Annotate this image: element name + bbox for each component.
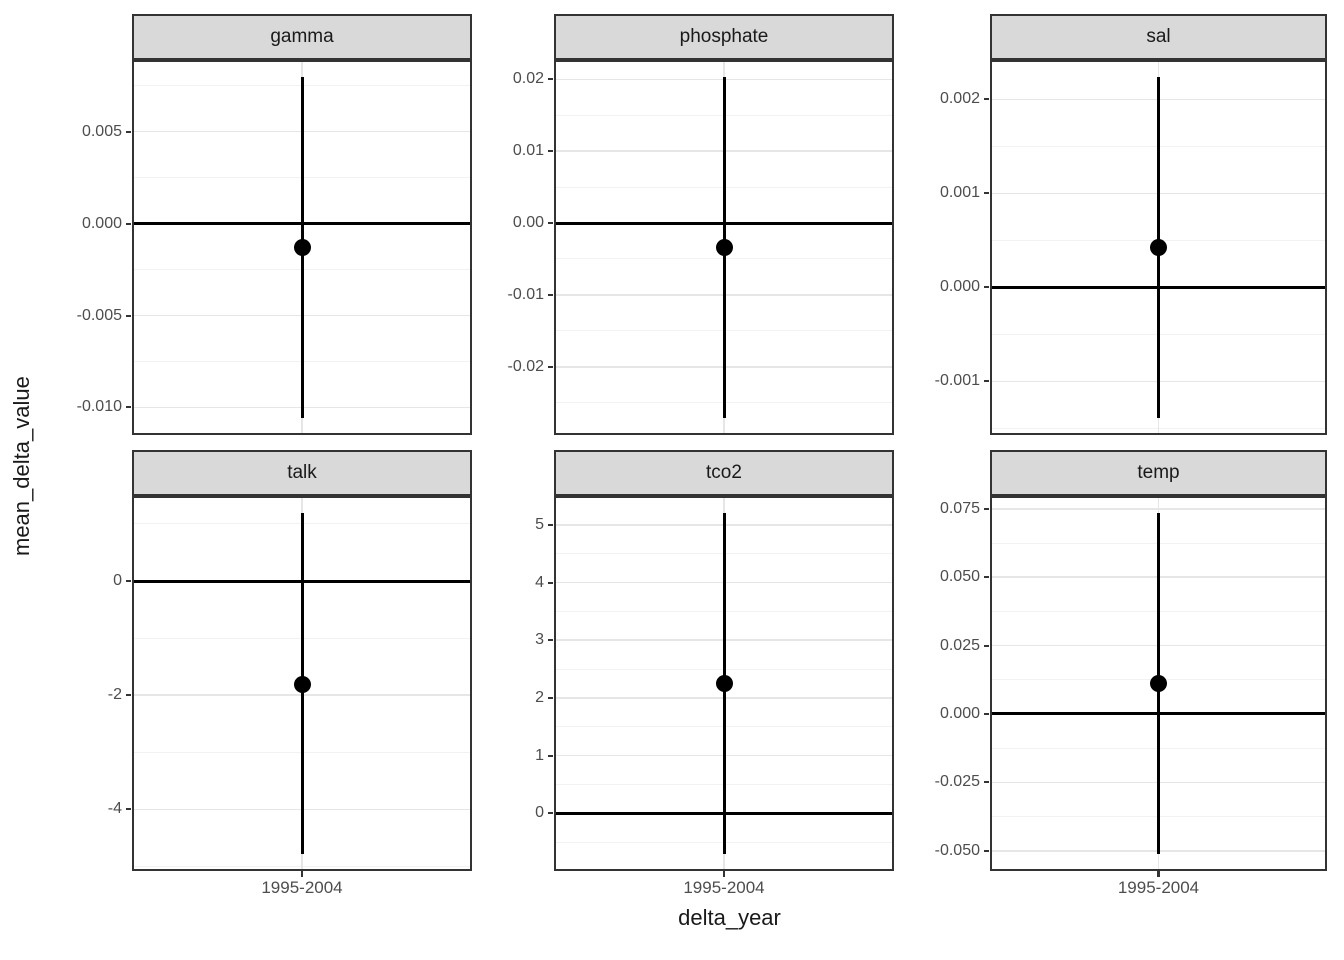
facet-strip: phosphate — [554, 14, 894, 60]
facet-panel — [990, 60, 1327, 435]
y-tick-mark — [984, 781, 989, 784]
y-tick-mark — [548, 523, 553, 526]
y-tick-label: -0.001 — [934, 372, 980, 390]
pointrange-point — [293, 239, 311, 256]
y-tick-label: 1 — [535, 746, 544, 764]
y-tick-mark — [548, 696, 553, 699]
facet-strip-label: temp — [1137, 462, 1180, 483]
y-tick-mark — [126, 808, 131, 811]
facet-panel — [132, 60, 472, 435]
y-tick-label: -0.010 — [76, 398, 122, 416]
y-tick-label: 0.00 — [512, 214, 544, 232]
y-tick-label: -0.050 — [934, 841, 980, 859]
y-tick-label: 0.000 — [81, 214, 122, 232]
facet-panel — [554, 60, 894, 435]
y-tick-label: 0.050 — [939, 568, 980, 586]
y-tick-label: 4 — [535, 573, 544, 591]
y-tick-label: 0.01 — [512, 142, 544, 160]
y-tick-label: -0.025 — [934, 773, 980, 791]
pointrange-point — [1150, 239, 1167, 257]
y-tick-mark — [984, 849, 989, 852]
y-tick-label: -0.005 — [76, 306, 122, 324]
facet-strip: gamma — [132, 14, 472, 60]
y-tick-mark — [984, 576, 989, 579]
x-tick-mark — [1157, 871, 1160, 877]
y-tick-mark — [548, 365, 553, 368]
y-tick-label: 0.001 — [939, 184, 980, 202]
y-tick-label: 3 — [535, 631, 544, 649]
x-axis-title: delta_year — [678, 905, 781, 930]
pointrange-point — [1150, 675, 1167, 693]
x-tick-mark — [722, 871, 726, 877]
y-tick-mark — [984, 286, 989, 289]
y-tick-label: -0.01 — [507, 285, 544, 303]
y-tick-label: 0.075 — [939, 499, 980, 517]
y-tick-label: -2 — [107, 686, 122, 704]
facet-strip-label: talk — [287, 462, 317, 483]
y-tick-mark — [984, 507, 989, 510]
y-tick-mark — [548, 222, 553, 225]
y-tick-label: 2 — [535, 688, 544, 706]
y-tick-mark — [548, 78, 553, 81]
pointrange-point — [715, 675, 733, 692]
facet-panel-border — [132, 60, 472, 435]
y-tick-mark — [548, 581, 553, 584]
y-tick-label: 0.000 — [939, 278, 980, 296]
pointrange-point — [293, 675, 311, 693]
y-tick-mark — [984, 712, 989, 715]
facet-strip-label: sal — [1146, 26, 1171, 47]
y-tick-mark — [548, 639, 553, 642]
y-tick-mark — [984, 644, 989, 647]
y-tick-label: 0.002 — [939, 90, 980, 108]
y-tick-label: 0.005 — [81, 122, 122, 140]
facet-strip: tco2 — [554, 450, 894, 496]
y-tick-mark — [548, 754, 553, 757]
y-tick-label: 0 — [535, 804, 544, 822]
facet-strip-label: tco2 — [706, 462, 742, 483]
y-tick-mark — [548, 812, 553, 815]
y-tick-mark — [126, 314, 131, 317]
facet-panel — [132, 496, 472, 871]
y-tick-label: 0.025 — [939, 636, 980, 654]
facet-panel-border — [132, 496, 472, 871]
y-tick-mark — [126, 580, 131, 583]
y-tick-label: 5 — [535, 515, 544, 533]
x-tick-label: 1995-2004 — [261, 878, 343, 897]
facet-strip: talk — [132, 450, 472, 496]
x-tick-mark — [300, 871, 304, 877]
y-tick-mark — [126, 694, 131, 697]
y-tick-mark — [984, 192, 989, 195]
facet-strip: temp — [990, 450, 1327, 496]
facet-strip: sal — [990, 14, 1327, 60]
facet-panel-border — [554, 60, 894, 435]
y-tick-label: 0 — [113, 572, 122, 590]
y-tick-label: -4 — [107, 800, 122, 818]
x-tick-label: 1995-2004 — [1117, 878, 1200, 897]
facet-panel — [554, 496, 894, 871]
y-axis-title: mean_delta_value — [9, 376, 34, 556]
y-tick-mark — [126, 406, 131, 409]
facet-panel-border — [990, 60, 1327, 435]
facet-panel-border — [554, 496, 894, 871]
y-tick-label: 0.02 — [512, 70, 544, 88]
facet-strip-label: gamma — [270, 26, 334, 47]
y-tick-mark — [984, 380, 989, 383]
y-tick-mark — [548, 150, 553, 153]
y-tick-label: -0.02 — [507, 357, 544, 375]
facet-strip-label: phosphate — [679, 26, 769, 47]
facet-panel-border — [990, 496, 1327, 871]
y-tick-mark — [126, 130, 131, 133]
y-tick-mark — [984, 98, 989, 101]
y-tick-label: 0.000 — [939, 704, 980, 722]
y-tick-mark — [126, 222, 131, 225]
x-tick-label: 1995-2004 — [683, 878, 765, 897]
facet-panel — [990, 496, 1327, 871]
pointrange-point — [715, 239, 733, 256]
y-tick-mark — [548, 293, 553, 296]
